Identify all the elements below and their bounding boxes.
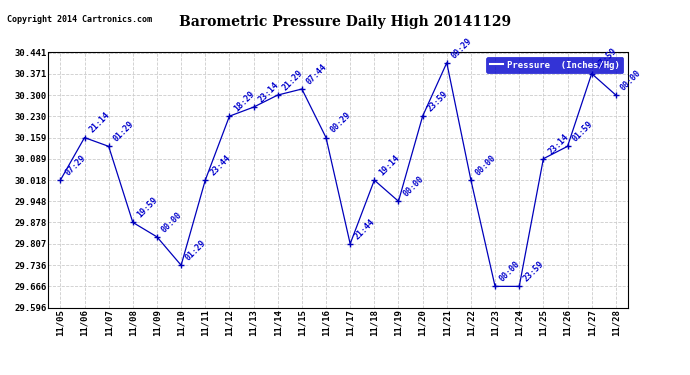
- Text: 00:29: 00:29: [329, 111, 353, 135]
- Text: 19:14: 19:14: [377, 153, 401, 177]
- Text: 23:14: 23:14: [546, 132, 570, 156]
- Text: 00:00: 00:00: [474, 153, 497, 177]
- Text: 01:59: 01:59: [571, 120, 594, 144]
- Text: Copyright 2014 Cartronics.com: Copyright 2014 Cartronics.com: [7, 15, 152, 24]
- Text: 23:59: 23:59: [522, 260, 546, 284]
- Text: 18:29: 18:29: [233, 89, 256, 113]
- Text: 17:59: 17:59: [595, 47, 618, 71]
- Text: 00:00: 00:00: [402, 174, 425, 198]
- Text: 21:44: 21:44: [353, 217, 377, 241]
- Text: 07:29: 07:29: [63, 153, 87, 177]
- Text: 01:29: 01:29: [184, 238, 208, 262]
- Text: 23:14: 23:14: [257, 80, 280, 104]
- Text: 23:44: 23:44: [208, 153, 232, 177]
- Text: 19:59: 19:59: [136, 196, 159, 220]
- Text: 00:00: 00:00: [498, 260, 522, 284]
- Text: 21:29: 21:29: [281, 68, 304, 92]
- Text: Barometric Pressure Daily High 20141129: Barometric Pressure Daily High 20141129: [179, 15, 511, 29]
- Text: 00:00: 00:00: [619, 68, 642, 92]
- Text: 01:29: 01:29: [112, 120, 135, 144]
- Legend: Pressure  (Inches/Hg): Pressure (Inches/Hg): [486, 57, 623, 73]
- Text: 07:44: 07:44: [305, 62, 328, 86]
- Text: 23:59: 23:59: [426, 89, 449, 113]
- Text: 21:14: 21:14: [88, 111, 111, 135]
- Text: 00:00: 00:00: [160, 210, 184, 234]
- Text: 09:29: 09:29: [450, 36, 473, 60]
